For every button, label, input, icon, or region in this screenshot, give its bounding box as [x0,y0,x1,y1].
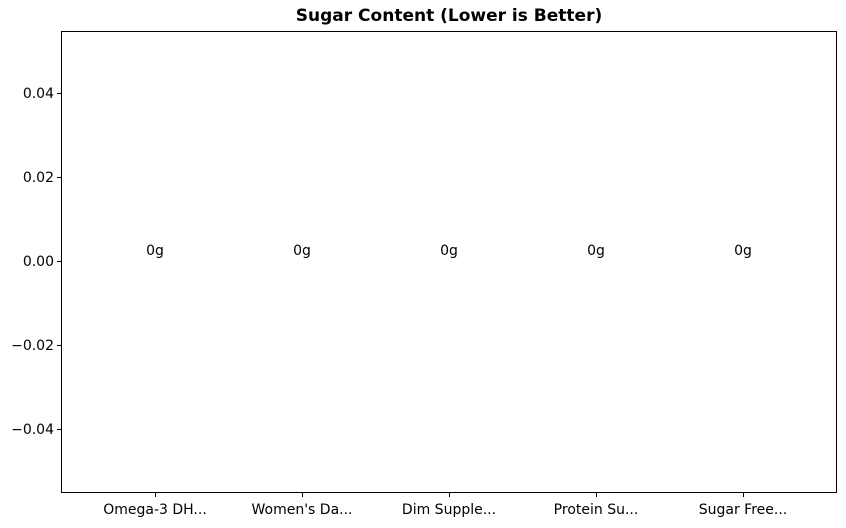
x-axis-tick-label: Sugar Free... [698,502,788,518]
plot-area [61,31,837,493]
bar-value-label: 0g [734,243,752,259]
bar-value-label: 0g [587,243,605,259]
y-axis-tick-label: −0.04 [11,422,54,438]
x-tick-mark [449,493,450,497]
x-axis-tick-label: Women's Da... [251,502,353,518]
y-tick-mark [57,429,61,430]
bar-value-label: 0g [146,243,164,259]
y-tick-mark [57,261,61,262]
bar-value-label: 0g [440,243,458,259]
y-axis-tick-label: −0.02 [11,338,54,354]
y-tick-mark [57,177,61,178]
y-axis-tick-label: 0.02 [22,170,54,186]
x-tick-mark [155,493,156,497]
y-axis-tick-label: 0.04 [22,86,54,102]
x-tick-mark [596,493,597,497]
x-tick-mark [302,493,303,497]
y-tick-mark [57,345,61,346]
y-tick-mark [57,93,61,94]
x-tick-mark [743,493,744,497]
x-axis-tick-label: Omega-3 DH... [103,502,207,518]
x-axis-tick-label: Dim Supple... [401,502,497,518]
x-axis-tick-label: Protein Su... [553,502,639,518]
chart-title: Sugar Content (Lower is Better) [295,6,603,26]
y-axis-tick-label: 0.00 [22,254,54,270]
bar-value-label: 0g [293,243,311,259]
